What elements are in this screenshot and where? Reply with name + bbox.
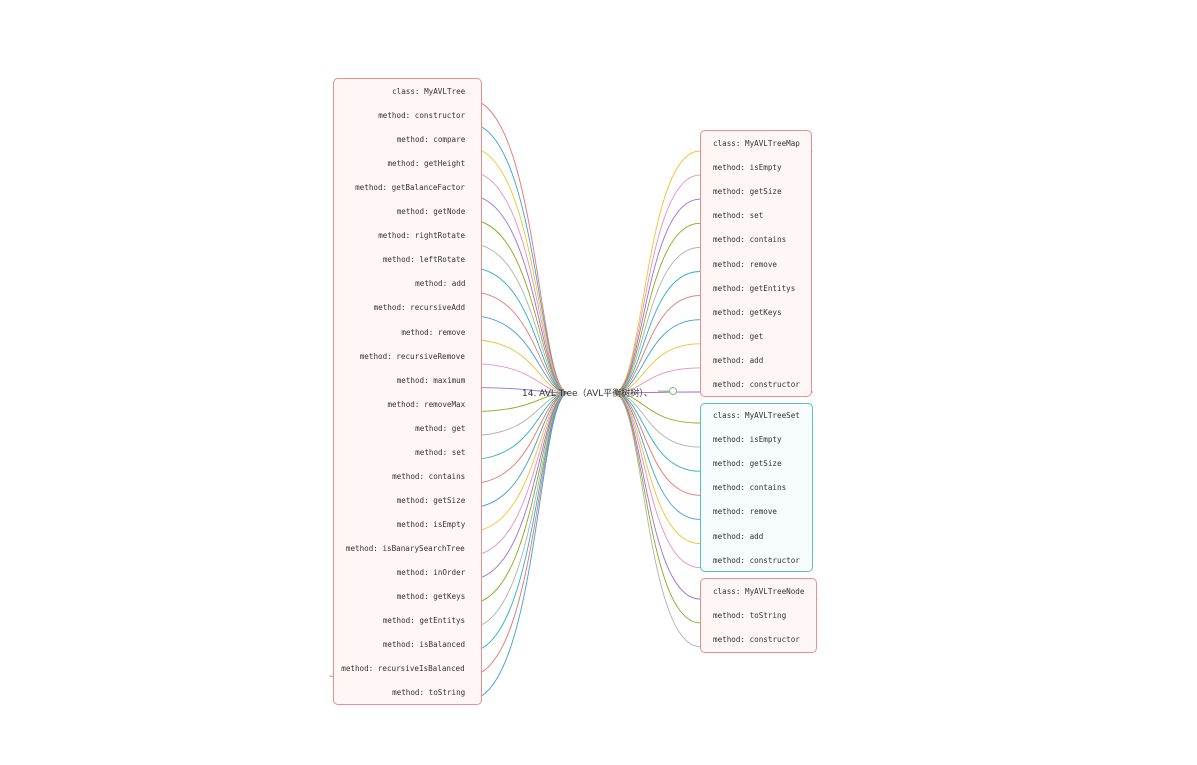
branch-connector bbox=[467, 122, 569, 394]
method-node[interactable]: method: getSize bbox=[396, 495, 466, 505]
branch-connector bbox=[613, 392, 701, 424]
method-node[interactable]: method: add bbox=[713, 531, 764, 541]
root-topic[interactable]: 14. AVL Tree（AVL平衡树树）、 bbox=[522, 389, 653, 399]
branch-connector bbox=[613, 391, 701, 394]
method-node[interactable]: method: getEntitys bbox=[382, 616, 466, 626]
branch-connector bbox=[467, 266, 569, 394]
branch-connector bbox=[613, 222, 701, 394]
method-node[interactable]: method: getEntitys bbox=[713, 283, 796, 293]
branch-connector bbox=[467, 218, 569, 394]
method-node[interactable]: method: constructor bbox=[713, 634, 800, 644]
method-node[interactable]: method: remove bbox=[401, 327, 466, 337]
branch-connector bbox=[613, 319, 701, 394]
method-node[interactable]: method: isEmpty bbox=[396, 519, 466, 529]
branch-connector bbox=[467, 392, 569, 509]
branch-connector bbox=[467, 170, 569, 394]
method-node[interactable]: method: get bbox=[713, 331, 764, 341]
method-node[interactable]: method: inOrder bbox=[396, 568, 466, 577]
method-node[interactable]: method: contains bbox=[713, 483, 787, 493]
class-node[interactable]: class: MyAVLTree bbox=[392, 87, 466, 96]
branch-connector bbox=[467, 339, 569, 394]
collapse-toggle-icon[interactable] bbox=[669, 387, 677, 395]
branch-connector bbox=[467, 387, 569, 394]
method-node[interactable]: method: getSize bbox=[713, 187, 782, 197]
branch-connector bbox=[467, 392, 569, 557]
method-node[interactable]: method: rightRotate bbox=[378, 231, 466, 241]
class-node[interactable]: class: MyAVLTreeNode bbox=[713, 587, 805, 596]
method-node[interactable]: method: constructor bbox=[378, 111, 466, 121]
branch-connector bbox=[613, 392, 701, 544]
branch-connector bbox=[467, 242, 569, 394]
method-node[interactable]: method: contains bbox=[713, 235, 787, 245]
method-node[interactable]: method: set bbox=[415, 447, 466, 457]
method-node[interactable]: method: contains bbox=[392, 471, 466, 481]
method-node[interactable]: method: maximum bbox=[396, 375, 466, 385]
branch-connector bbox=[613, 392, 701, 448]
group-my-avl-tree-set bbox=[700, 403, 813, 572]
class-node[interactable]: class: MyAVLTreeMap bbox=[713, 139, 800, 148]
method-node[interactable]: method: constructor bbox=[713, 555, 800, 565]
branch-connector bbox=[613, 392, 701, 520]
method-node[interactable]: method: getKeys bbox=[396, 592, 466, 602]
branch-connector bbox=[613, 392, 701, 472]
branch-connector bbox=[613, 198, 701, 394]
branch-connector bbox=[613, 246, 701, 394]
method-node[interactable]: method: leftRotate bbox=[382, 255, 466, 265]
method-node[interactable]: method: add bbox=[713, 355, 764, 365]
branch-connector bbox=[467, 290, 569, 394]
method-node[interactable]: method: isBalanced bbox=[382, 640, 466, 650]
method-node[interactable]: method: getBalanceFactor bbox=[355, 183, 465, 193]
method-node[interactable]: method: remove bbox=[713, 507, 778, 517]
method-node[interactable]: method: isEmpty bbox=[713, 163, 782, 173]
method-node[interactable]: method: toString bbox=[392, 688, 466, 698]
branch-connector bbox=[613, 392, 701, 569]
branch-connector bbox=[613, 392, 701, 648]
method-node[interactable]: method: remove bbox=[713, 259, 778, 269]
method-node[interactable]: method: getHeight bbox=[387, 159, 466, 169]
branch-connector bbox=[467, 146, 569, 394]
branch-connector bbox=[467, 315, 569, 394]
branch-connector bbox=[467, 392, 569, 437]
branch-connector bbox=[467, 363, 569, 394]
method-node[interactable]: method: isEmpty bbox=[713, 435, 782, 445]
branch-connector bbox=[467, 392, 569, 701]
method-node[interactable]: method: compare bbox=[396, 135, 466, 145]
branch-connector bbox=[467, 392, 569, 653]
branch-connector bbox=[467, 392, 569, 485]
method-node[interactable]: method: add bbox=[415, 279, 466, 289]
class-node[interactable]: class: MyAVLTreeSet bbox=[713, 411, 800, 420]
branch-connector bbox=[613, 392, 701, 624]
group-my-avl-tree-node bbox=[700, 578, 817, 653]
branch-connector bbox=[613, 392, 701, 496]
group-my-avl-tree bbox=[333, 78, 482, 705]
method-node[interactable]: method: set bbox=[713, 211, 764, 221]
branch-connector bbox=[467, 392, 569, 461]
method-node[interactable]: method: recursiveAdd bbox=[373, 303, 466, 313]
method-node[interactable]: method: isBanarySearchTree bbox=[345, 543, 465, 553]
method-node[interactable]: method: removeMax bbox=[387, 399, 466, 409]
branch-connector bbox=[467, 392, 569, 629]
method-node[interactable]: method: getSize bbox=[713, 459, 782, 469]
branch-connector bbox=[613, 295, 701, 394]
method-node[interactable]: method: getNode bbox=[396, 207, 466, 217]
method-node[interactable]: method: get bbox=[415, 423, 466, 433]
method-node[interactable]: method: toString bbox=[713, 610, 787, 620]
group-my-avl-tree-map bbox=[700, 130, 812, 397]
method-node[interactable]: method: constructor bbox=[713, 380, 800, 389]
branch-connector bbox=[613, 150, 701, 394]
branch-connector bbox=[613, 271, 701, 394]
branch-connector bbox=[467, 98, 569, 394]
branch-connector bbox=[467, 392, 569, 677]
branch-connector bbox=[613, 367, 701, 394]
branch-connector bbox=[467, 194, 569, 394]
method-node[interactable]: method: recursiveRemove bbox=[359, 351, 465, 361]
branch-connector bbox=[613, 174, 701, 394]
method-node[interactable]: method: getKeys bbox=[713, 307, 782, 317]
branch-connector bbox=[613, 343, 701, 394]
branch-connector bbox=[467, 392, 569, 413]
method-node[interactable]: method: recursiveIsBalanced bbox=[341, 664, 465, 674]
branch-connector bbox=[467, 392, 569, 533]
